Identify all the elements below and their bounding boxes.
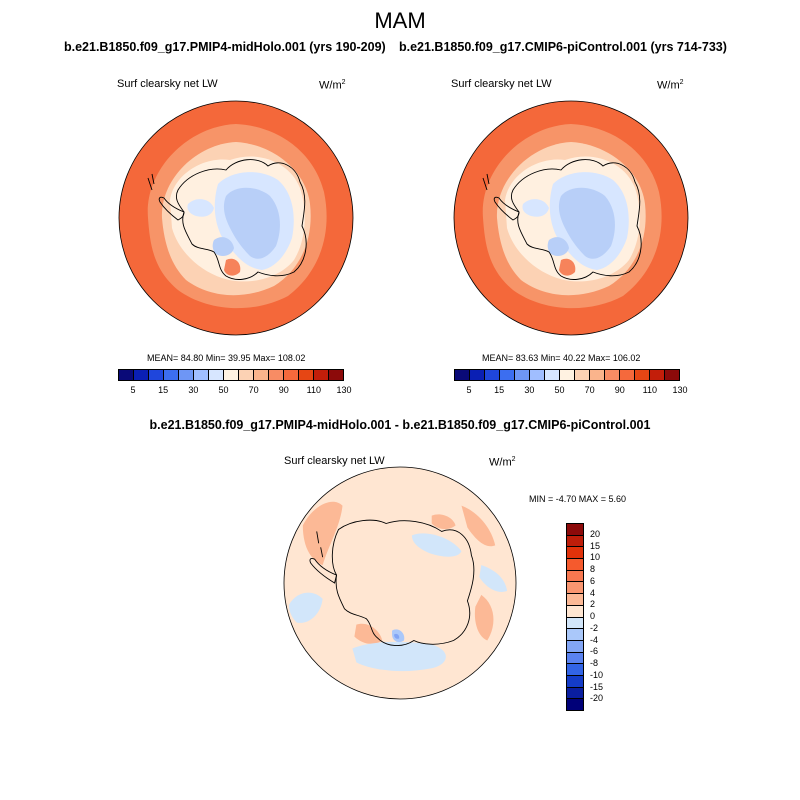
colorbar-swatch xyxy=(119,370,134,380)
colorbar-swatch xyxy=(567,559,583,571)
colorbar-tick-label: -15 xyxy=(590,681,604,692)
difference-title: b.e21.B1850.f09_g17.PMIP4-midHolo.001 - … xyxy=(149,418,651,432)
colorbar-tick-label: 10 xyxy=(590,552,601,563)
colorbar-swatch xyxy=(620,370,635,380)
right-panel-run-title: b.e21.B1850.f09_g17.CMIP6-piControl.001 … xyxy=(399,40,727,54)
difference-min-max: MIN = -4.70 MAX = 5.60 xyxy=(529,494,627,504)
colorbar-swatch xyxy=(567,687,583,700)
colorbar-swatch xyxy=(194,370,209,380)
colorbar-swatch xyxy=(560,370,575,380)
colorbar-swatch xyxy=(567,524,583,536)
colorbar-tick-label: 50 xyxy=(554,385,565,395)
right-panel-units: W/m2 xyxy=(657,79,684,92)
colorbar-tick-label: -2 xyxy=(590,622,599,633)
colorbar-swatch xyxy=(470,370,485,380)
colorbar-swatch xyxy=(567,582,583,595)
colorbar-swatch xyxy=(567,594,583,606)
colorbar-tick-label: 6 xyxy=(590,575,596,586)
colorbar-swatch xyxy=(134,370,149,380)
colorbar-tick-label: 70 xyxy=(248,385,259,395)
left-panel-run-title: b.e21.B1850.f09_g17.PMIP4-midHolo.001 (y… xyxy=(64,40,386,54)
colorbar-swatch xyxy=(254,370,269,380)
colorbar-swatch xyxy=(567,617,583,630)
colorbar-tick-label: 5 xyxy=(130,385,136,395)
right-colorbar xyxy=(454,369,680,381)
colorbar-swatch xyxy=(635,370,650,380)
difference-units: W/m2 xyxy=(489,456,516,469)
colorbar-swatch xyxy=(567,547,583,560)
left-panel-variable-label: Surf clearsky net LW xyxy=(117,78,218,90)
colorbar-swatch xyxy=(284,370,299,380)
colorbar-tick-label: -8 xyxy=(590,658,599,668)
right-panel-stats: MEAN= 83.63 Min= 40.22 Max= 106.02 xyxy=(482,353,641,363)
left-panel-stats: MEAN= 84.80 Min= 39.95 Max= 108.02 xyxy=(147,353,306,363)
colorbar-swatch xyxy=(314,370,329,380)
colorbar-tick-label: 4 xyxy=(590,587,596,598)
left-colorbar xyxy=(118,369,344,381)
colorbar-tick-label: 15 xyxy=(590,540,601,551)
colorbar-swatch xyxy=(567,675,583,688)
colorbar-tick-label: 30 xyxy=(524,385,535,395)
right-polar-map xyxy=(453,100,689,336)
colorbar-tick-label: 50 xyxy=(218,385,229,395)
colorbar-tick-label: 110 xyxy=(306,385,322,395)
figure-title: MAM xyxy=(374,8,426,33)
colorbar-swatch xyxy=(455,370,470,380)
colorbar-tick-label: 70 xyxy=(584,385,595,395)
colorbar-swatch xyxy=(567,652,583,665)
colorbar-tick-label: 5 xyxy=(466,385,472,395)
colorbar-tick-label: 8 xyxy=(590,564,596,574)
colorbar-swatch xyxy=(269,370,284,380)
colorbar-tick-label: 110 xyxy=(642,385,658,395)
left-polar-map xyxy=(118,100,354,336)
colorbar-tick-label: 20 xyxy=(590,528,601,539)
colorbar-swatch xyxy=(239,370,254,380)
colorbar-tick-label: 0 xyxy=(590,611,596,621)
colorbar-swatch xyxy=(299,370,314,380)
colorbar-swatch xyxy=(545,370,560,380)
colorbar-swatch xyxy=(650,370,665,380)
colorbar-tick-label: 15 xyxy=(158,385,169,395)
colorbar-swatch xyxy=(329,370,343,380)
difference-polar-map xyxy=(283,466,517,700)
colorbar-swatch xyxy=(590,370,605,380)
colorbar-swatch xyxy=(567,664,583,676)
left-panel-units: W/m2 xyxy=(319,79,346,92)
colorbar-tick-label: 90 xyxy=(614,385,625,395)
colorbar-tick-label: 130 xyxy=(672,385,688,395)
colorbar-swatch xyxy=(605,370,620,380)
colorbar-tick-label: -6 xyxy=(590,646,599,657)
colorbar-tick-label: -20 xyxy=(590,693,604,704)
colorbar-swatch xyxy=(567,699,583,710)
colorbar-swatch xyxy=(567,629,583,641)
colorbar-swatch xyxy=(149,370,164,380)
difference-colorbar xyxy=(566,523,584,711)
colorbar-swatch xyxy=(530,370,545,380)
difference-variable-label: Surf clearsky net LW xyxy=(284,455,385,467)
colorbar-tick-label: 15 xyxy=(494,385,505,395)
colorbar-tick-label: -10 xyxy=(590,669,604,680)
colorbar-swatch xyxy=(665,370,679,380)
colorbar-swatch xyxy=(567,640,583,653)
colorbar-tick-label: 2 xyxy=(590,599,596,610)
colorbar-tick-label: 30 xyxy=(188,385,199,395)
colorbar-swatch xyxy=(485,370,500,380)
colorbar-swatch xyxy=(567,605,583,618)
colorbar-swatch xyxy=(209,370,224,380)
colorbar-swatch xyxy=(164,370,179,380)
colorbar-swatch xyxy=(500,370,515,380)
colorbar-tick-label: 90 xyxy=(278,385,289,395)
right-panel-variable-label: Surf clearsky net LW xyxy=(451,78,552,90)
colorbar-swatch xyxy=(567,570,583,583)
colorbar-tick-label: -4 xyxy=(590,634,599,645)
colorbar-swatch xyxy=(179,370,194,380)
colorbar-swatch xyxy=(575,370,590,380)
colorbar-tick-label: 130 xyxy=(336,385,352,395)
colorbar-swatch xyxy=(567,535,583,548)
colorbar-swatch xyxy=(515,370,530,380)
colorbar-swatch xyxy=(224,370,239,380)
